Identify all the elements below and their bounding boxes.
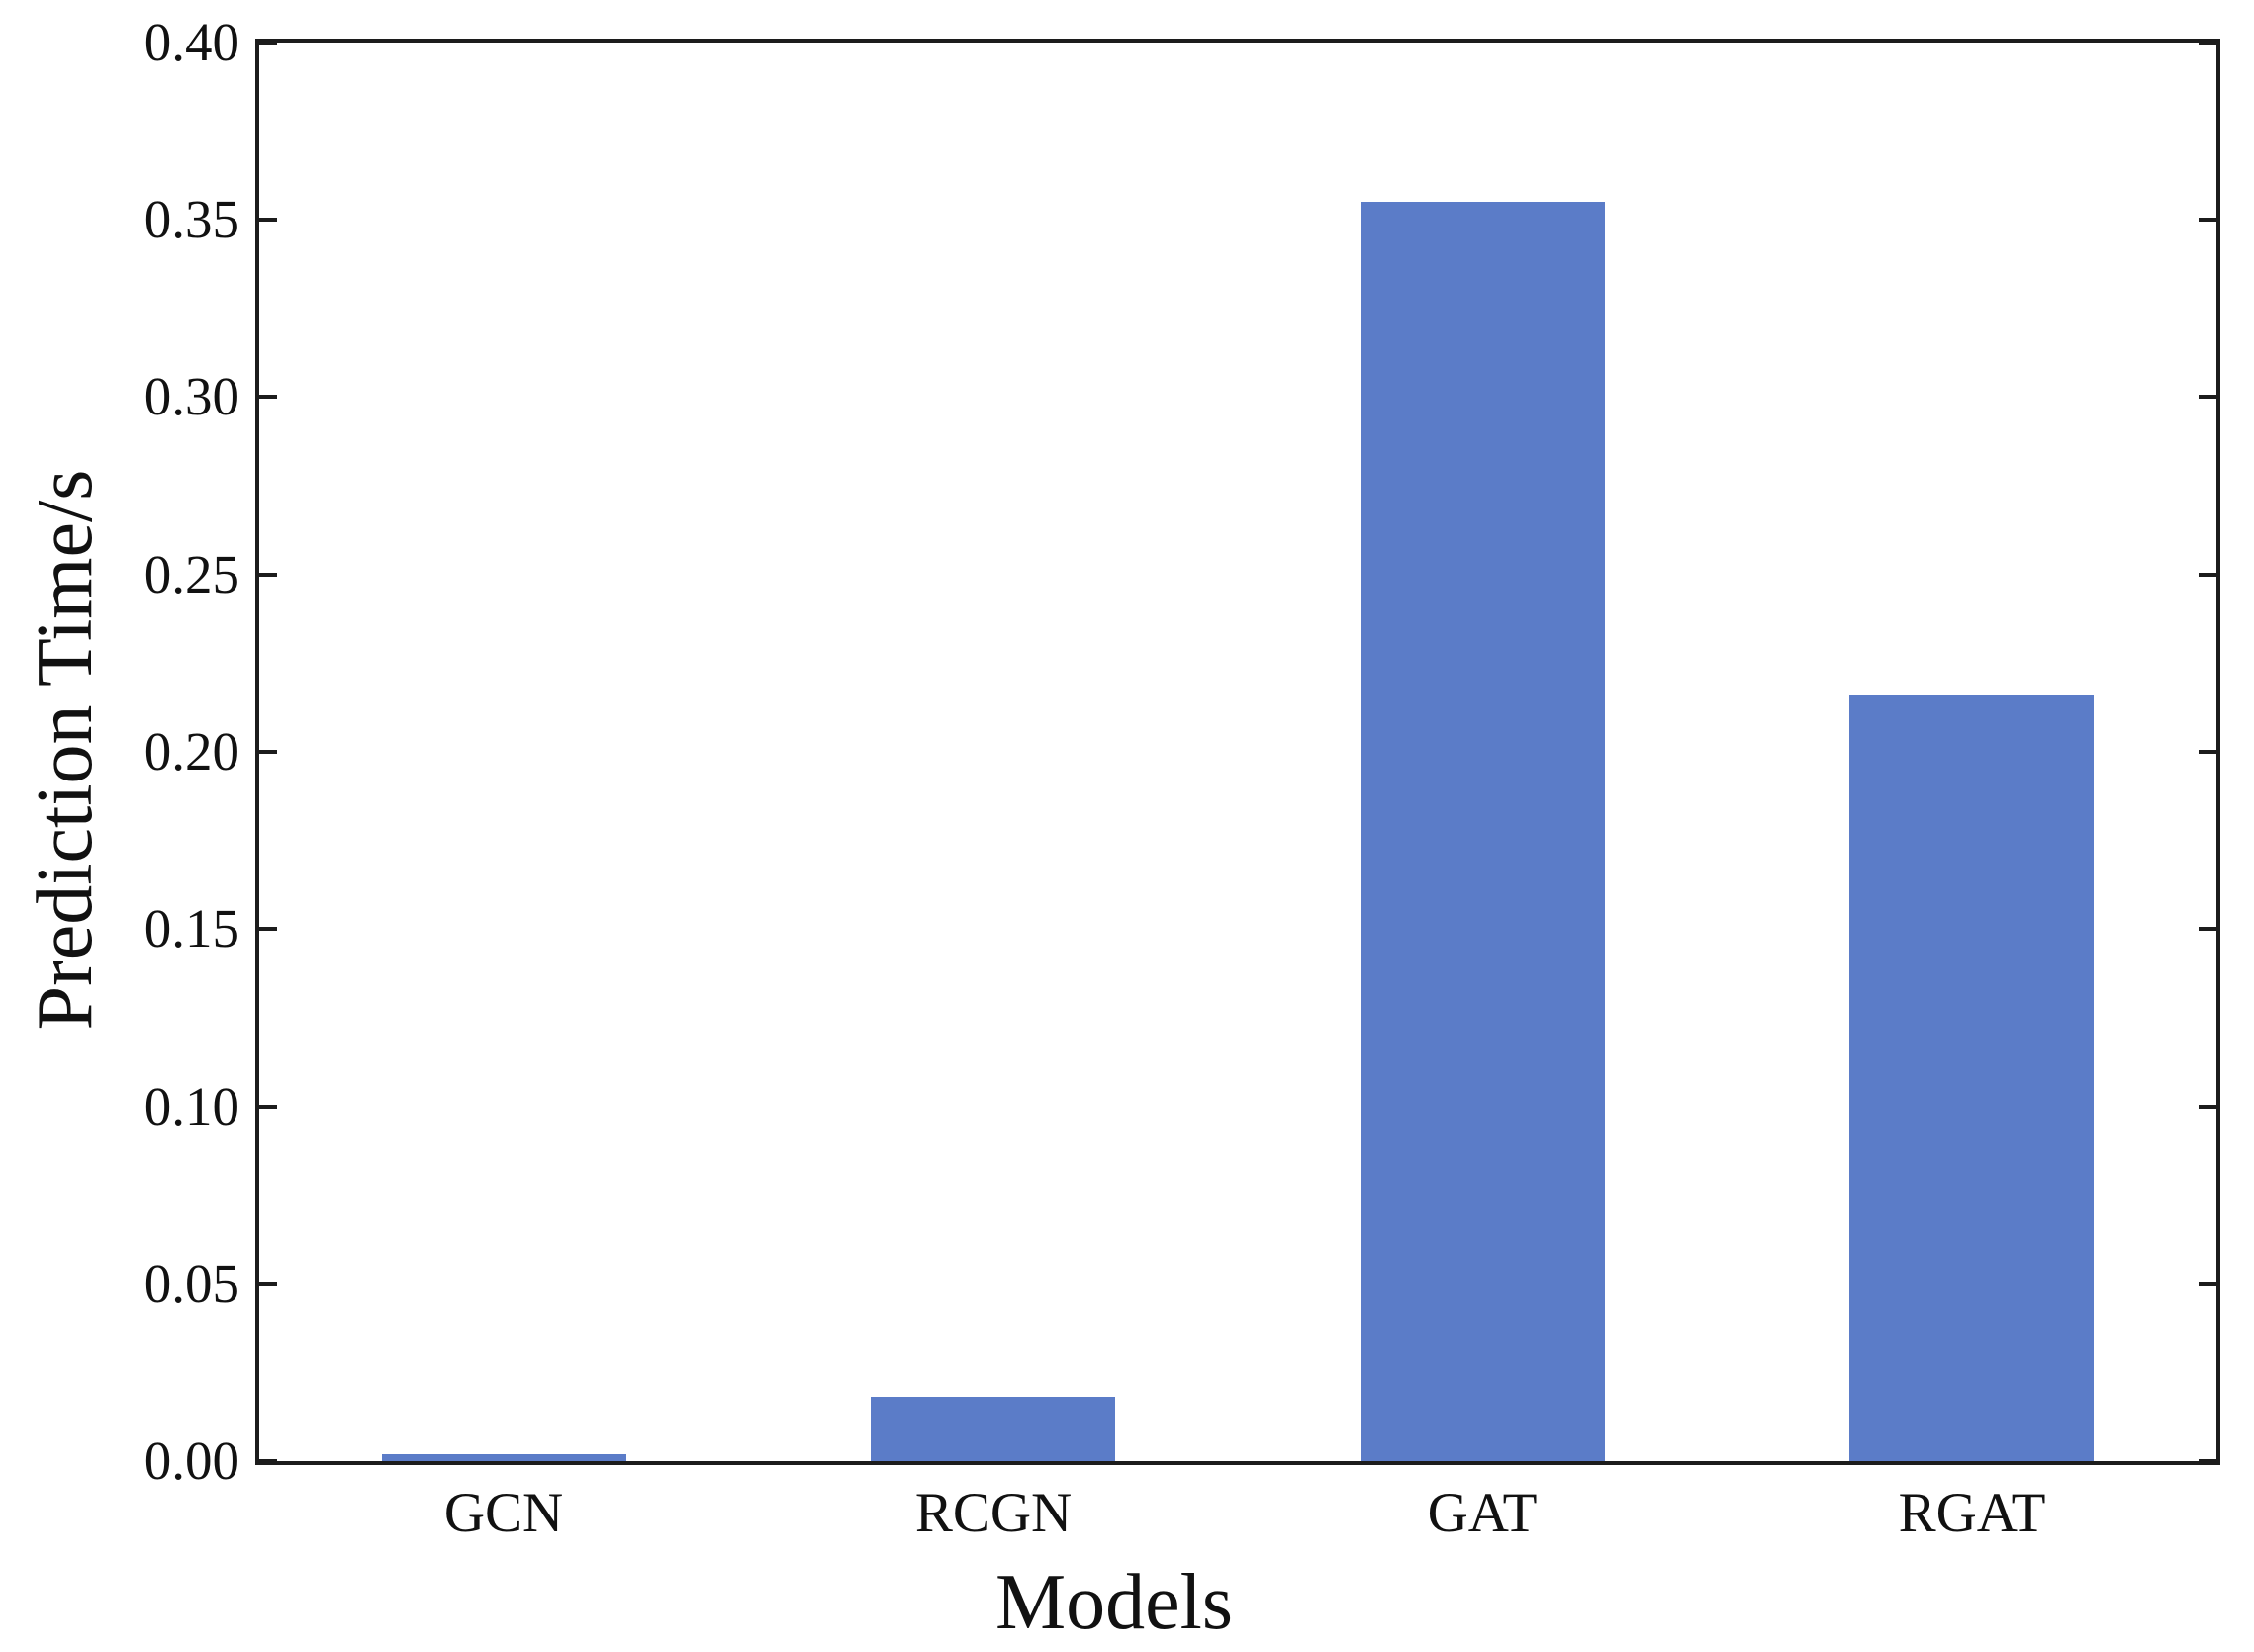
y-tick-right-0.35 xyxy=(2199,218,2216,222)
y-tick-left-0.00 xyxy=(259,1459,277,1463)
y-tick-left-0.25 xyxy=(259,573,277,577)
y-tick-right-0.20 xyxy=(2199,750,2216,754)
y-tick-label: 0.20 xyxy=(143,721,239,781)
y-tick-label: 0.30 xyxy=(143,366,239,426)
y-axis-title: Prediction Time/s xyxy=(22,469,109,1031)
y-tick-label: 0.15 xyxy=(143,898,239,959)
y-tick-left-0.40 xyxy=(259,41,277,45)
y-tick-label: 0.05 xyxy=(143,1253,239,1314)
y-tick-right-0.00 xyxy=(2199,1459,2216,1463)
bar-gcn xyxy=(382,1454,626,1461)
y-tick-left-0.20 xyxy=(259,750,277,754)
plot-area xyxy=(255,39,2220,1465)
bar-gat xyxy=(1361,202,1605,1461)
y-tick-label: 0.25 xyxy=(143,544,239,604)
y-tick-right-0.10 xyxy=(2199,1105,2216,1109)
y-tick-left-0.05 xyxy=(259,1282,277,1286)
y-tick-right-0.40 xyxy=(2199,41,2216,45)
bar-rcgn xyxy=(871,1397,1115,1461)
x-axis-title: Models xyxy=(995,1559,1233,1646)
y-tick-right-0.30 xyxy=(2199,395,2216,399)
y-tick-label: 0.00 xyxy=(143,1430,239,1491)
y-tick-right-0.05 xyxy=(2199,1282,2216,1286)
y-tick-label: 0.40 xyxy=(143,12,239,72)
x-category-label-gcn: GCN xyxy=(443,1482,564,1544)
y-tick-label: 0.35 xyxy=(143,189,239,249)
x-category-label-gat: GAT xyxy=(1427,1482,1538,1544)
y-tick-left-0.35 xyxy=(259,218,277,222)
x-category-label-rgat: RGAT xyxy=(1898,1482,2046,1544)
y-tick-left-0.30 xyxy=(259,395,277,399)
y-tick-right-0.25 xyxy=(2199,573,2216,577)
x-category-label-rcgn: RCGN xyxy=(914,1482,1073,1544)
y-tick-left-0.10 xyxy=(259,1105,277,1109)
y-tick-left-0.15 xyxy=(259,927,277,931)
bar-rgat xyxy=(1849,695,2094,1461)
y-tick-label: 0.10 xyxy=(143,1076,239,1137)
y-tick-right-0.15 xyxy=(2199,927,2216,931)
